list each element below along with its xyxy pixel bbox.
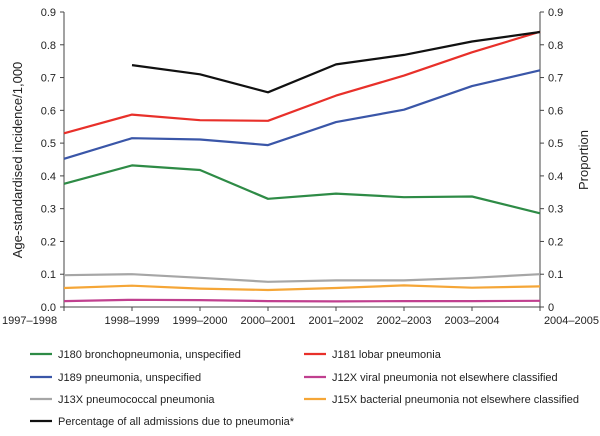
series-line-7 [131, 30, 541, 94]
y-axis-title: Age-standardised incidence/1,000 [10, 62, 25, 259]
legend: J180 bronchopneumonia, unspecified J181 l… [30, 349, 579, 428]
x-tick-label: 2000–2001 [240, 315, 295, 327]
legend-label: J181 lobar pneumonia [332, 349, 442, 361]
axes [63, 12, 541, 308]
y-tick-label-left: 0.2 [41, 236, 56, 248]
y-tick-label-left: 0.7 [41, 73, 56, 85]
series-line-5 [63, 273, 541, 283]
legend-label: J189 pneumonia, unspecified [58, 372, 201, 384]
series-line-4 [63, 298, 541, 303]
y-tick-label-left: 0.4 [41, 171, 56, 183]
x-tick-label: 2002–2003 [376, 315, 431, 327]
y-tick-label-left: 0.3 [41, 204, 56, 216]
legend-label: J180 bronchopneumonia, unspecified [58, 349, 241, 361]
x-tick-label: 1998–1999 [104, 315, 159, 327]
y-tick-label-right: 0.9 [548, 7, 563, 19]
legend-label: J12X viral pneumonia not elsewhere class… [332, 372, 558, 384]
y-tick-label-left: 0.9 [41, 7, 56, 19]
legend-label: J15X bacterial pneumonia not elsewhere c… [332, 394, 579, 406]
y-tick-label-left: 0.6 [41, 105, 56, 117]
y-tick-label-right: 0.3 [548, 204, 563, 216]
y-tick-label-right: 0.2 [548, 236, 563, 248]
y-tick-label-left: 0.0 [41, 302, 56, 314]
y-tick-label-right: 0.6 [548, 105, 563, 117]
x-tick-label: 2001–2002 [308, 315, 363, 327]
y-tick-label-right: 0.8 [548, 40, 563, 52]
x-ticks: 1997–1998 1998–1999 1999–2000 2000–2001 2001… [2, 307, 599, 327]
y-tick-label-right: 0.7 [548, 73, 563, 85]
series-line-2 [63, 30, 541, 135]
y-tick-label-right: 0 [548, 302, 554, 314]
series-line-6 [63, 284, 541, 292]
y-ticks-right: 0 0.1 0.2 0.3 0.4 0.5 0.6 0.7 0.8 0.9 [540, 7, 563, 314]
y2-axis-title: Proportion [576, 130, 591, 190]
y-tick-label-left: 0.5 [41, 138, 56, 150]
series-lines [63, 30, 541, 303]
x-tick-label: 2003–2004 [444, 315, 499, 327]
y-tick-label-left: 0.1 [41, 269, 56, 281]
legend-label: J13X pneumococcal pneumonia [58, 394, 215, 406]
series-line-1 [63, 164, 541, 215]
y-ticks-left: 0.0 0.1 0.2 0.3 0.4 0.5 0.6 0.7 0.8 0.9 [41, 7, 64, 314]
legend-label: Percentage of all admissions due to pneu… [58, 416, 295, 428]
x-tick-label: 1999–2000 [172, 315, 227, 327]
y-tick-label-right: 0.5 [548, 138, 563, 150]
y-tick-label-right: 0.4 [548, 171, 563, 183]
x-tick-label: 1997–1998 [2, 315, 57, 327]
y-tick-label-right: 0.1 [548, 269, 563, 281]
series-line-3 [63, 69, 541, 160]
x-tick-label: 2004–2005 [544, 315, 599, 327]
y-tick-label-left: 0.8 [41, 40, 56, 52]
